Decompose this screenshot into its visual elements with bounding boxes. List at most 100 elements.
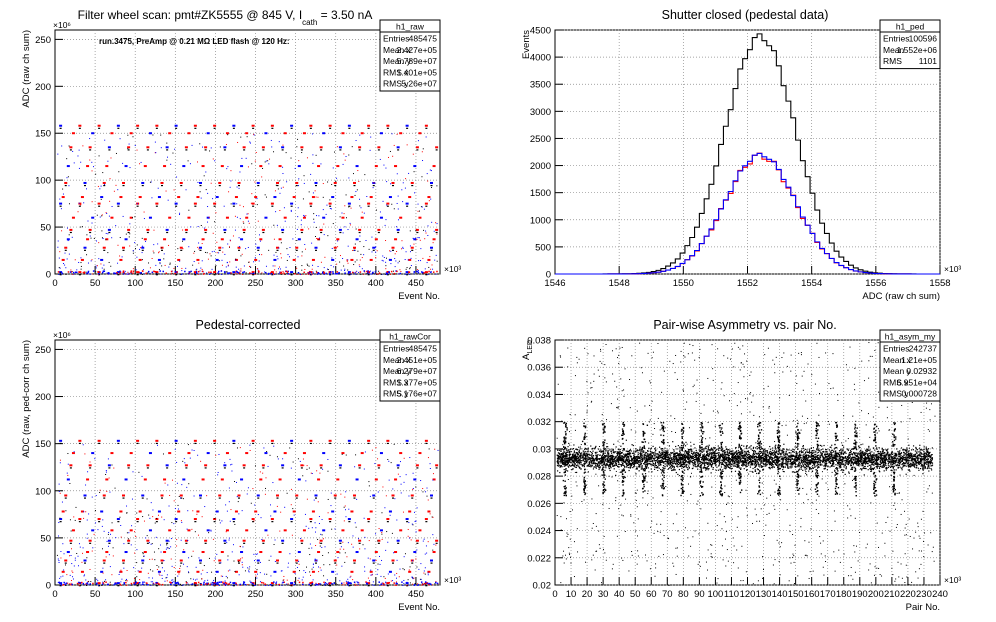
data-point — [185, 267, 187, 269]
data-point — [286, 272, 288, 274]
data-point — [315, 270, 317, 272]
data-point — [97, 273, 99, 275]
data-point — [425, 205, 428, 207]
data-point — [99, 188, 101, 190]
data-point — [295, 559, 299, 562]
data-point — [369, 558, 371, 560]
data-point — [884, 464, 886, 466]
data-point — [409, 537, 411, 539]
data-point — [317, 501, 319, 503]
data-point — [346, 260, 348, 262]
data-point — [198, 557, 200, 559]
data-point — [358, 231, 361, 234]
data-point — [394, 238, 398, 241]
data-point — [142, 581, 144, 583]
data-point — [282, 271, 284, 273]
data-point — [435, 464, 439, 467]
data-point — [230, 180, 232, 182]
data-point — [184, 462, 186, 464]
data-point — [632, 463, 635, 465]
y-tick-label: 150 — [35, 439, 51, 450]
data-point — [390, 263, 392, 265]
data-point — [227, 265, 229, 267]
data-point — [744, 464, 746, 466]
data-point — [86, 238, 90, 241]
data-point — [157, 273, 159, 275]
scatter-points — [56, 439, 439, 587]
data-point — [355, 228, 357, 230]
data-point — [234, 480, 236, 482]
data-point — [213, 250, 215, 252]
data-point — [74, 519, 76, 521]
data-point — [769, 468, 771, 470]
data-point — [268, 249, 270, 251]
data-point — [214, 270, 216, 272]
data-point — [216, 553, 218, 555]
data-point — [327, 268, 329, 270]
data-point — [779, 468, 782, 470]
data-point — [319, 273, 321, 275]
data-point — [709, 463, 711, 465]
data-point — [68, 185, 70, 187]
data-point — [67, 176, 69, 178]
data-point — [272, 272, 275, 275]
data-point — [249, 272, 251, 274]
data-point — [71, 563, 73, 565]
data-point — [319, 567, 321, 569]
data-point — [102, 581, 104, 583]
data-point — [613, 459, 615, 461]
data-point — [369, 258, 373, 261]
data-point — [97, 439, 101, 442]
data-point — [730, 462, 732, 464]
data-point — [875, 460, 878, 463]
data-point — [195, 269, 197, 271]
data-point — [67, 551, 69, 553]
y-tick-label: 50 — [40, 223, 51, 234]
data-point — [348, 585, 351, 587]
data-point — [328, 518, 332, 521]
data-point — [336, 263, 338, 265]
data-point — [710, 449, 713, 451]
y-tick-label: 3000 — [530, 107, 551, 118]
data-point — [300, 146, 304, 149]
data-point — [396, 270, 398, 273]
data-point — [128, 272, 130, 274]
data-point — [303, 182, 305, 184]
data-point — [408, 570, 412, 573]
data-point — [320, 261, 322, 263]
data-point — [80, 257, 82, 259]
data-point — [197, 181, 199, 183]
data-point — [329, 207, 331, 209]
data-point — [333, 582, 335, 584]
data-point — [103, 249, 106, 251]
data-point — [249, 566, 251, 568]
data-point — [207, 583, 209, 585]
data-point — [283, 132, 287, 135]
data-point — [367, 272, 369, 274]
data-point — [132, 250, 134, 252]
data-point — [311, 273, 313, 275]
data-point — [256, 573, 258, 575]
data-point — [179, 181, 183, 184]
data-point — [145, 537, 147, 539]
data-point — [790, 467, 792, 469]
data-point — [218, 181, 222, 184]
data-point — [707, 455, 709, 457]
data-point — [412, 273, 414, 275]
data-point — [252, 585, 255, 587]
data-point — [314, 531, 316, 533]
data-point — [96, 265, 98, 267]
data-point — [218, 581, 221, 583]
data-point — [170, 538, 172, 540]
data-point — [155, 152, 157, 154]
stats-value: 100596 — [909, 34, 938, 44]
data-point — [178, 495, 180, 497]
data-point — [139, 579, 141, 581]
data-point — [323, 272, 325, 274]
data-point — [774, 459, 776, 461]
data-point — [149, 569, 151, 571]
data-point — [824, 466, 826, 468]
data-point — [687, 455, 689, 458]
asymmetry-points — [556, 341, 936, 586]
data-point — [114, 272, 117, 275]
